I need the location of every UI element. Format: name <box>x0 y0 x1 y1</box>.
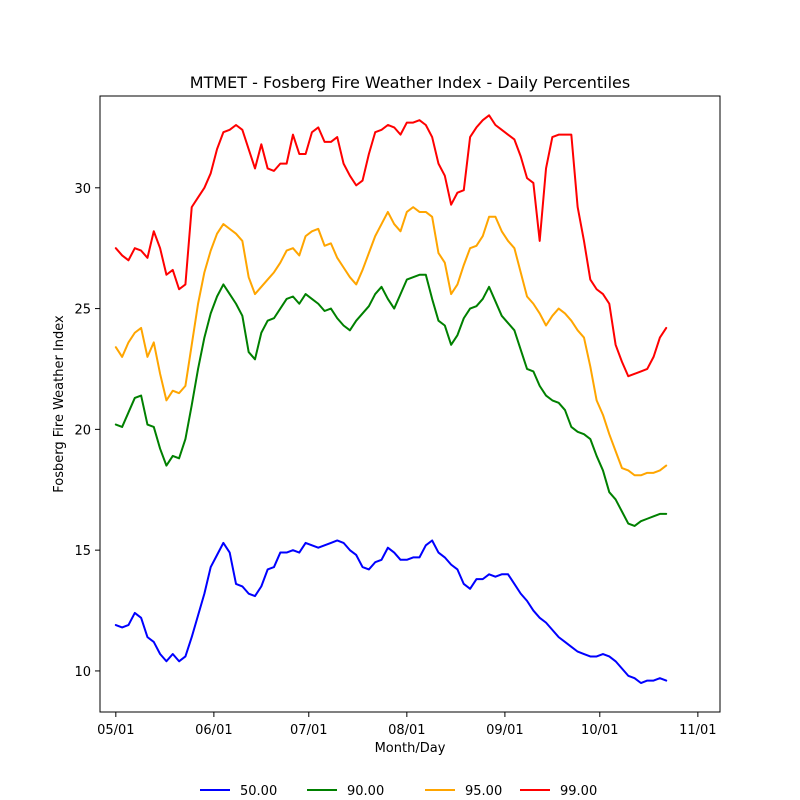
series-line-3 <box>114 114 668 378</box>
x-axis: 05/01 06/01 07/01 08/01 09/01 10/01 11/01 <box>97 712 717 738</box>
y-axis: 10 15 20 25 30 <box>74 182 100 680</box>
y-tick-label: 30 <box>74 182 91 197</box>
x-axis-label: Month/Day <box>375 741 446 756</box>
legend-label-2: 95.00 <box>465 784 502 799</box>
series-line-2 <box>114 206 668 477</box>
legend-label-0: 50.00 <box>240 784 277 799</box>
y-tick-label: 25 <box>74 303 91 318</box>
x-tick-label: 07/01 <box>290 723 327 738</box>
series-line-1 <box>114 273 668 527</box>
plot-frame <box>99 95 721 713</box>
chart-title: MTMET - Fosberg Fire Weather Index - Dai… <box>190 73 630 92</box>
y-tick-label: 10 <box>74 665 91 680</box>
x-tick-label: 09/01 <box>486 723 523 738</box>
x-tick-label: 06/01 <box>195 723 232 738</box>
legend-label-3: 99.00 <box>560 784 597 799</box>
x-tick-label: 10/01 <box>581 723 618 738</box>
x-tick-label: 05/01 <box>97 723 134 738</box>
x-tick-label: 08/01 <box>388 723 425 738</box>
x-tick-label: 11/01 <box>679 723 716 738</box>
y-tick-label: 20 <box>74 423 91 438</box>
legend: 50.00 90.00 95.00 99.00 <box>200 784 597 799</box>
series-line-0 <box>114 539 668 685</box>
legend-label-1: 90.00 <box>347 784 384 799</box>
y-axis-label: Fosberg Fire Weather Index <box>52 315 67 493</box>
y-tick-label: 15 <box>74 544 91 559</box>
